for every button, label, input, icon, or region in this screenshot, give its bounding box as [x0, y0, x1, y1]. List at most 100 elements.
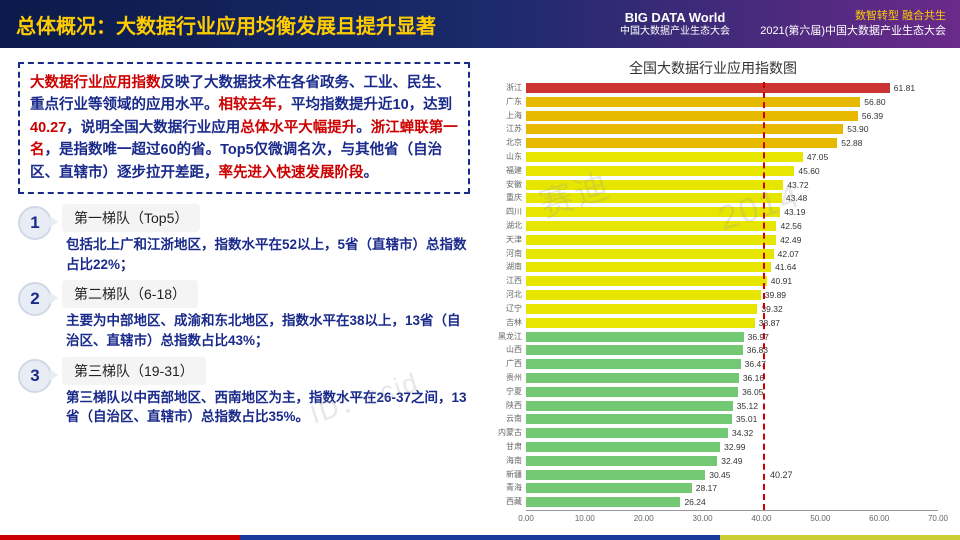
left-panel: 大数据行业应用指数反映了大数据技术在各省政务、工业、民生、重点行业等领域的应用水… — [0, 48, 478, 540]
bar — [526, 249, 774, 259]
bar — [526, 166, 794, 176]
y-label: 广西 — [482, 358, 522, 369]
bar — [526, 373, 739, 383]
bar-row: 56.39 — [526, 111, 938, 121]
bar-value: 52.88 — [841, 138, 862, 148]
y-label: 云南 — [482, 413, 522, 424]
bar-row: 36.83 — [526, 345, 938, 355]
bar-row: 36.16 — [526, 373, 938, 383]
bar-row: 28.17 — [526, 483, 938, 493]
bar-value: 42.56 — [780, 221, 801, 231]
summary-text: 。 — [364, 165, 379, 181]
bar-row: 40.91 — [526, 276, 938, 286]
summary-text: 。 — [356, 120, 371, 136]
bar-value: 41.64 — [775, 262, 796, 272]
page-title: 总体概况：大数据行业应用均衡发展且提升显著 — [16, 10, 436, 39]
y-label: 山西 — [482, 344, 522, 355]
bar — [526, 97, 860, 107]
y-label: 江苏 — [482, 123, 522, 134]
logo-text: BIG DATA World — [625, 10, 726, 25]
header-right: 数智转型 融合共生 2021(第六届)中国大数据产业生态大会 — [760, 9, 946, 40]
tier-desc: 包括北上广和江浙地区，指数水平在52以上，5省（直辖市）总指数占比22%； — [62, 235, 470, 274]
bar — [526, 207, 780, 217]
y-label: 湖北 — [482, 220, 522, 231]
summary-text: 总体水平大幅提升 — [240, 120, 356, 136]
bar-row: 45.60 — [526, 166, 938, 176]
bar-value: 34.32 — [732, 428, 753, 438]
header-tagline: 数智转型 融合共生 — [760, 9, 946, 24]
bar-value: 47.05 — [807, 152, 828, 162]
bar-row: 53.90 — [526, 124, 938, 134]
x-tick: 30.00 — [693, 514, 713, 523]
tier-item: 3 第三梯队（19-31） 第三梯队以中西部地区、西南地区为主，指数水平在26-… — [18, 357, 470, 427]
y-label: 吉林 — [482, 317, 522, 328]
summary-text: 相较去年， — [219, 97, 292, 113]
bar-row: 43.72 — [526, 180, 938, 190]
y-label: 安徽 — [482, 179, 522, 190]
bar-value: 45.60 — [798, 166, 819, 176]
y-label: 甘肃 — [482, 441, 522, 452]
bar — [526, 193, 782, 203]
y-label: 辽宁 — [482, 303, 522, 314]
bar-value: 32.99 — [724, 442, 745, 452]
x-tick: 10.00 — [575, 514, 595, 523]
y-label: 内蒙古 — [482, 427, 522, 438]
tier-title: 第三梯队（19-31） — [62, 357, 206, 385]
bar — [526, 456, 717, 466]
x-tick: 60.00 — [869, 514, 889, 523]
summary-value: 40.27 — [30, 120, 66, 136]
bar-row: 26.24 — [526, 497, 938, 507]
summary-term: 大数据行业应用指数 — [30, 75, 161, 91]
bar — [526, 332, 744, 342]
y-label: 黑龙江 — [482, 331, 522, 342]
bar — [526, 359, 741, 369]
avg-label: 40.27 — [769, 469, 794, 481]
bar-value: 53.90 — [847, 124, 868, 134]
tier-body: 第三梯队（19-31） 第三梯队以中西部地区、西南地区为主，指数水平在26-37… — [62, 357, 470, 427]
bar — [526, 221, 776, 231]
y-label: 江西 — [482, 275, 522, 286]
x-tick: 70.00 — [928, 514, 948, 523]
bar-value: 35.01 — [736, 414, 757, 424]
bar-row: 36.47 — [526, 359, 938, 369]
bar-row: 42.49 — [526, 235, 938, 245]
bar-value: 35.12 — [737, 401, 758, 411]
y-label: 四川 — [482, 206, 522, 217]
bar-value: 36.97 — [748, 332, 769, 342]
y-label: 福建 — [482, 165, 522, 176]
y-label: 山东 — [482, 151, 522, 162]
bar-row: 35.01 — [526, 414, 938, 424]
bar-row: 52.88 — [526, 138, 938, 148]
bar-row: 38.87 — [526, 318, 938, 328]
y-label: 海南 — [482, 455, 522, 466]
bar-row: 42.56 — [526, 221, 938, 231]
bar-row: 30.45 — [526, 470, 938, 480]
bar-row: 56.80 — [526, 97, 938, 107]
bar-value: 28.17 — [696, 483, 717, 493]
bar-row: 32.99 — [526, 442, 938, 452]
bar — [526, 235, 776, 245]
y-label: 重庆 — [482, 192, 522, 203]
bar-value: 43.19 — [784, 207, 805, 217]
footer-accent — [0, 535, 960, 540]
y-label: 浙江 — [482, 82, 522, 93]
y-label: 宁夏 — [482, 386, 522, 397]
chart-panel: 全国大数据行业应用指数图 61.8156.8056.3953.9052.8847… — [478, 48, 960, 540]
bar — [526, 442, 720, 452]
x-tick: 50.00 — [810, 514, 830, 523]
bar-value: 32.49 — [721, 456, 742, 466]
bar-value: 56.39 — [862, 111, 883, 121]
bar — [526, 262, 771, 272]
bar — [526, 387, 738, 397]
y-label: 上海 — [482, 110, 522, 121]
tier-item: 1 第一梯队（Top5） 包括北上广和江浙地区，指数水平在52以上，5省（直辖市… — [18, 204, 470, 274]
tier-title: 第一梯队（Top5） — [62, 204, 200, 232]
tier-item: 2 第二梯队（6-18） 主要为中部地区、成渝和东北地区，指数水平在38以上，1… — [18, 280, 470, 350]
bar — [526, 428, 728, 438]
tier-desc: 主要为中部地区、成渝和东北地区，指数水平在38以上，13省（自治区、直辖市）总指… — [62, 311, 470, 350]
bar-row: 34.32 — [526, 428, 938, 438]
x-tick: 40.00 — [751, 514, 771, 523]
bar — [526, 276, 767, 286]
bar — [526, 111, 858, 121]
bar-value: 43.72 — [787, 180, 808, 190]
